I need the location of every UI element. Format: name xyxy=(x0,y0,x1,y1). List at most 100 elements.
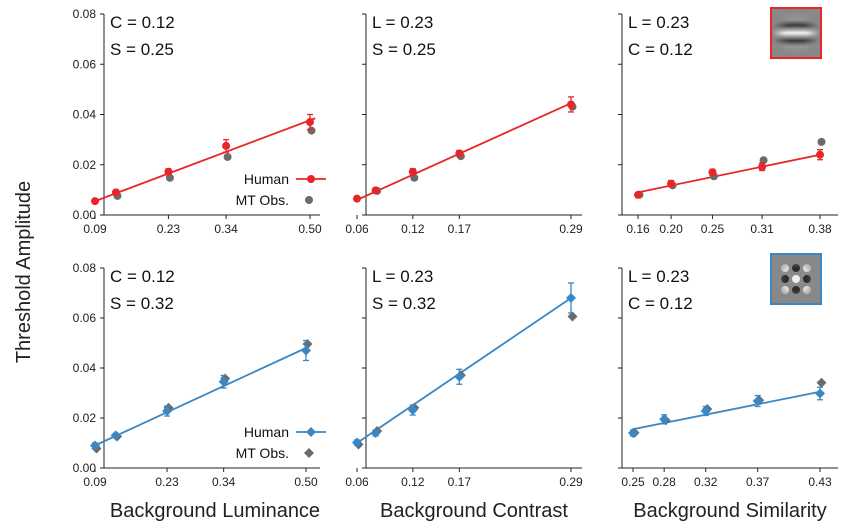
legend-label-human: Human xyxy=(244,424,289,440)
human-point xyxy=(815,388,825,399)
stimulus-images xyxy=(770,7,822,305)
x-tick-label: 0.25 xyxy=(621,475,645,489)
human-point xyxy=(164,167,173,176)
condition-annotation: S = 0.25 xyxy=(372,40,436,59)
human-point xyxy=(567,100,575,109)
y-tick-label: 0.04 xyxy=(73,361,97,375)
x-tick-label: 0.28 xyxy=(652,475,676,489)
x-tick-label: 0.29 xyxy=(559,222,583,236)
mt-obs-point xyxy=(759,156,768,165)
mt-obs-point xyxy=(223,152,232,161)
human-point xyxy=(306,118,314,127)
x-tick-label: 0.20 xyxy=(659,222,683,236)
x-tick-label: 0.50 xyxy=(294,475,318,489)
panel-4: 0.00 0.02 0.04 0.06 0.08 0.09 0.23 0.34 0.50 Back… xyxy=(73,261,326,522)
human-point xyxy=(371,186,380,195)
human-point xyxy=(218,376,229,387)
mt-obs-point xyxy=(410,173,419,182)
human-point xyxy=(110,430,121,441)
human-point xyxy=(708,168,717,177)
x-tick-label: 0.31 xyxy=(750,222,774,236)
stimulus-plaid-thumbnail xyxy=(770,253,822,305)
stimulus-gabor-thumbnail xyxy=(770,7,822,59)
legend-label-mt-obs: MT Obs. xyxy=(236,445,289,461)
human-point xyxy=(352,437,362,448)
legend-label-human: Human xyxy=(244,171,289,187)
human-point xyxy=(634,190,642,199)
x-tick-label: 0.23 xyxy=(157,222,181,236)
condition-annotation: C = 0.12 xyxy=(110,267,175,286)
panel-1: 0.00 0.02 0.04 0.06 0.08 0.09 0.23 0.34 0.50 C = … xyxy=(73,7,326,236)
condition-annotation: C = 0.12 xyxy=(110,13,175,32)
y-tick-label: 0.00 xyxy=(73,208,97,222)
human-point xyxy=(408,167,417,176)
panels: 0.00 0.02 0.04 0.06 0.08 0.09 0.23 0.34 0.50 C = … xyxy=(73,7,838,522)
condition-annotation: S = 0.25 xyxy=(110,40,174,59)
fit-line xyxy=(356,102,572,201)
legend-marker-mt-obs xyxy=(304,448,314,458)
x-tick-label: 0.17 xyxy=(448,475,472,489)
x-tick-label: 0.25 xyxy=(701,222,725,236)
y-tick-label: 0.06 xyxy=(73,311,97,325)
human-point xyxy=(162,406,173,416)
condition-annotation: L = 0.23 xyxy=(628,267,689,286)
x-tick-label: 0.12 xyxy=(401,475,425,489)
condition-annotation: S = 0.32 xyxy=(110,294,174,313)
human-point xyxy=(301,345,311,356)
x-axis-label: Background Contrast xyxy=(380,500,568,522)
human-point xyxy=(370,428,381,438)
x-tick-label: 0.34 xyxy=(212,475,236,489)
human-point xyxy=(667,179,676,188)
x-tick-label: 0.06 xyxy=(345,222,369,236)
x-axis-label: Background Similarity xyxy=(633,500,826,522)
panel-6: 0.25 0.28 0.32 0.37 0.43 Background Similarit… xyxy=(618,267,838,522)
fit-line xyxy=(94,117,316,203)
human-point xyxy=(816,150,824,159)
y-tick-label: 0.08 xyxy=(73,261,97,275)
x-tick-label: 0.29 xyxy=(559,475,583,489)
x-tick-label: 0.43 xyxy=(808,475,832,489)
human-point xyxy=(566,293,576,303)
fit-line xyxy=(94,347,307,447)
human-point xyxy=(353,194,361,203)
condition-annotation: L = 0.23 xyxy=(372,13,433,32)
condition-annotation: L = 0.23 xyxy=(372,267,433,286)
legend-label-mt-obs: MT Obs. xyxy=(236,192,289,208)
legend-marker-human xyxy=(307,175,315,183)
human-point xyxy=(659,414,670,425)
condition-annotation: C = 0.12 xyxy=(628,294,693,313)
fit-line xyxy=(637,153,821,194)
human-point xyxy=(90,440,100,451)
y-tick-label: 0.08 xyxy=(73,7,97,21)
x-tick-label: 0.17 xyxy=(448,222,472,236)
x-axis-label: Background Luminance xyxy=(110,500,320,522)
y-tick-label: 0.06 xyxy=(73,57,97,71)
mt-obs-point xyxy=(817,137,826,146)
legend-marker-mt-obs xyxy=(305,196,313,204)
x-tick-label: 0.23 xyxy=(155,475,179,489)
fit-line xyxy=(356,297,572,444)
x-tick-label: 0.12 xyxy=(401,222,425,236)
mt-obs-point xyxy=(567,311,578,322)
y-axis-label: Threshold Amplitude xyxy=(13,181,35,363)
y-tick-label: 0.02 xyxy=(73,158,97,172)
y-tick-label: 0.00 xyxy=(73,461,97,475)
human-point xyxy=(628,428,638,438)
y-tick-label: 0.04 xyxy=(73,108,97,122)
fit-line xyxy=(632,390,821,431)
x-tick-label: 0.09 xyxy=(83,222,107,236)
human-point xyxy=(222,141,231,150)
x-tick-label: 0.09 xyxy=(83,475,107,489)
mt-obs-point xyxy=(307,126,316,135)
x-tick-label: 0.32 xyxy=(694,475,718,489)
condition-annotation: S = 0.32 xyxy=(372,294,436,313)
panel-3: 0.16 0.20 0.25 0.31 0.38 L = 0.23 C = 0.12 xyxy=(618,13,838,236)
condition-annotation: L = 0.23 xyxy=(628,13,689,32)
mt-obs-point xyxy=(816,377,827,388)
panel-5: 0.06 0.12 0.17 0.29 Background Contrast L = 0… xyxy=(345,267,583,522)
condition-annotation: C = 0.12 xyxy=(628,40,693,59)
human-point xyxy=(758,162,767,171)
human-point xyxy=(752,396,763,406)
human-point xyxy=(111,188,120,197)
